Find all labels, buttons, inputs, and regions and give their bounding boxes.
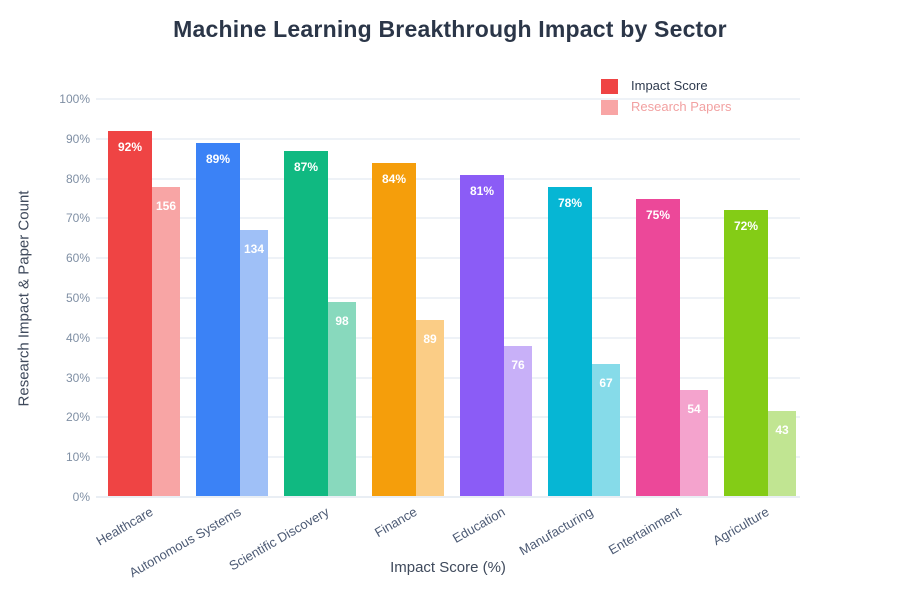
y-tick-label: 40% (65, 330, 90, 345)
x-axis-title: Impact Score (%) (390, 559, 506, 576)
bar-value-label: 89 (423, 331, 437, 346)
gridline (96, 217, 800, 220)
gridline (96, 98, 800, 100)
bar-value-label: 67 (599, 375, 613, 390)
research-papers-bar: 67 (592, 363, 620, 497)
plot-area: 92% 156 89% 134 87% 98 84% 89 81% 76 78% 67 75% 54 72%… (96, 98, 800, 497)
y-tick-label: 90% (65, 131, 90, 146)
research-papers-bar: 54 (680, 389, 708, 497)
gridline (96, 336, 800, 339)
bar-value-label: 43 (775, 423, 789, 438)
legend-item-research-papers[interactable]: Research Papers (601, 99, 731, 115)
legend-swatch (601, 78, 618, 94)
research-papers-bar: 89 (416, 319, 444, 497)
research-papers-bar: 98 (328, 301, 356, 497)
y-tick-label: 30% (65, 370, 90, 385)
legend-item-impact-score[interactable]: Impact Score (601, 78, 731, 94)
y-tick-label: 50% (65, 291, 90, 305)
legend-swatch (601, 99, 618, 115)
gridline (96, 416, 800, 419)
impact-score-bar: 72% (724, 210, 768, 497)
y-axis-title: Research Impact & Paper Count (15, 190, 33, 407)
bar-value-label: 89% (205, 151, 231, 166)
legend-label: Research Papers (631, 99, 732, 114)
x-tick-label: Healthcare (93, 504, 156, 549)
bar-value-label: 156 (155, 198, 177, 213)
impact-score-bar: 78% (548, 186, 592, 497)
y-tick-label: 0% (72, 490, 90, 504)
gridline (96, 456, 800, 459)
impact-score-bar: 87% (284, 150, 328, 497)
gridline (96, 257, 800, 260)
chart-title: Machine Learning Breakthrough Impact by … (173, 16, 727, 42)
research-papers-bar: 134 (240, 230, 268, 497)
research-papers-bar: 156 (152, 186, 180, 497)
y-tick-label: 20% (65, 410, 90, 425)
impact-score-bar: 81% (460, 174, 504, 497)
y-tick-label: 10% (65, 450, 90, 465)
bar-value-label: 72% (733, 219, 759, 234)
bar-value-label: 76 (511, 357, 525, 372)
bar-value-label: 78% (557, 195, 583, 210)
bar-value-label: 54 (687, 401, 701, 416)
impact-score-bar: 84% (372, 162, 416, 497)
bar-value-label: 75% (645, 207, 671, 222)
gridline (96, 297, 800, 299)
bar-value-label: 134 (243, 242, 265, 257)
gridline (96, 137, 800, 140)
y-tick-label: 80% (65, 171, 90, 186)
gridline (96, 177, 800, 180)
impact-score-bar: 75% (636, 198, 680, 497)
bar-value-label: 81% (469, 183, 495, 198)
bar-value-label: 87% (293, 159, 319, 174)
bar-value-label: 92% (117, 139, 143, 154)
y-tick-label: 100% (59, 92, 90, 106)
x-axis-line (96, 496, 800, 498)
legend: Impact Score Research Papers (601, 78, 731, 120)
legend-label: Impact Score (631, 78, 708, 93)
bar-value-label: 98 (335, 313, 349, 328)
bar-value-label: 84% (381, 171, 407, 186)
impact-score-bar: 92% (108, 130, 152, 497)
research-papers-bar: 76 (504, 345, 532, 497)
y-tick-label: 70% (65, 211, 90, 226)
gridline (96, 376, 800, 379)
y-tick-label: 60% (65, 251, 90, 266)
impact-score-bar: 89% (196, 142, 240, 497)
research-papers-bar: 43 (768, 411, 796, 497)
